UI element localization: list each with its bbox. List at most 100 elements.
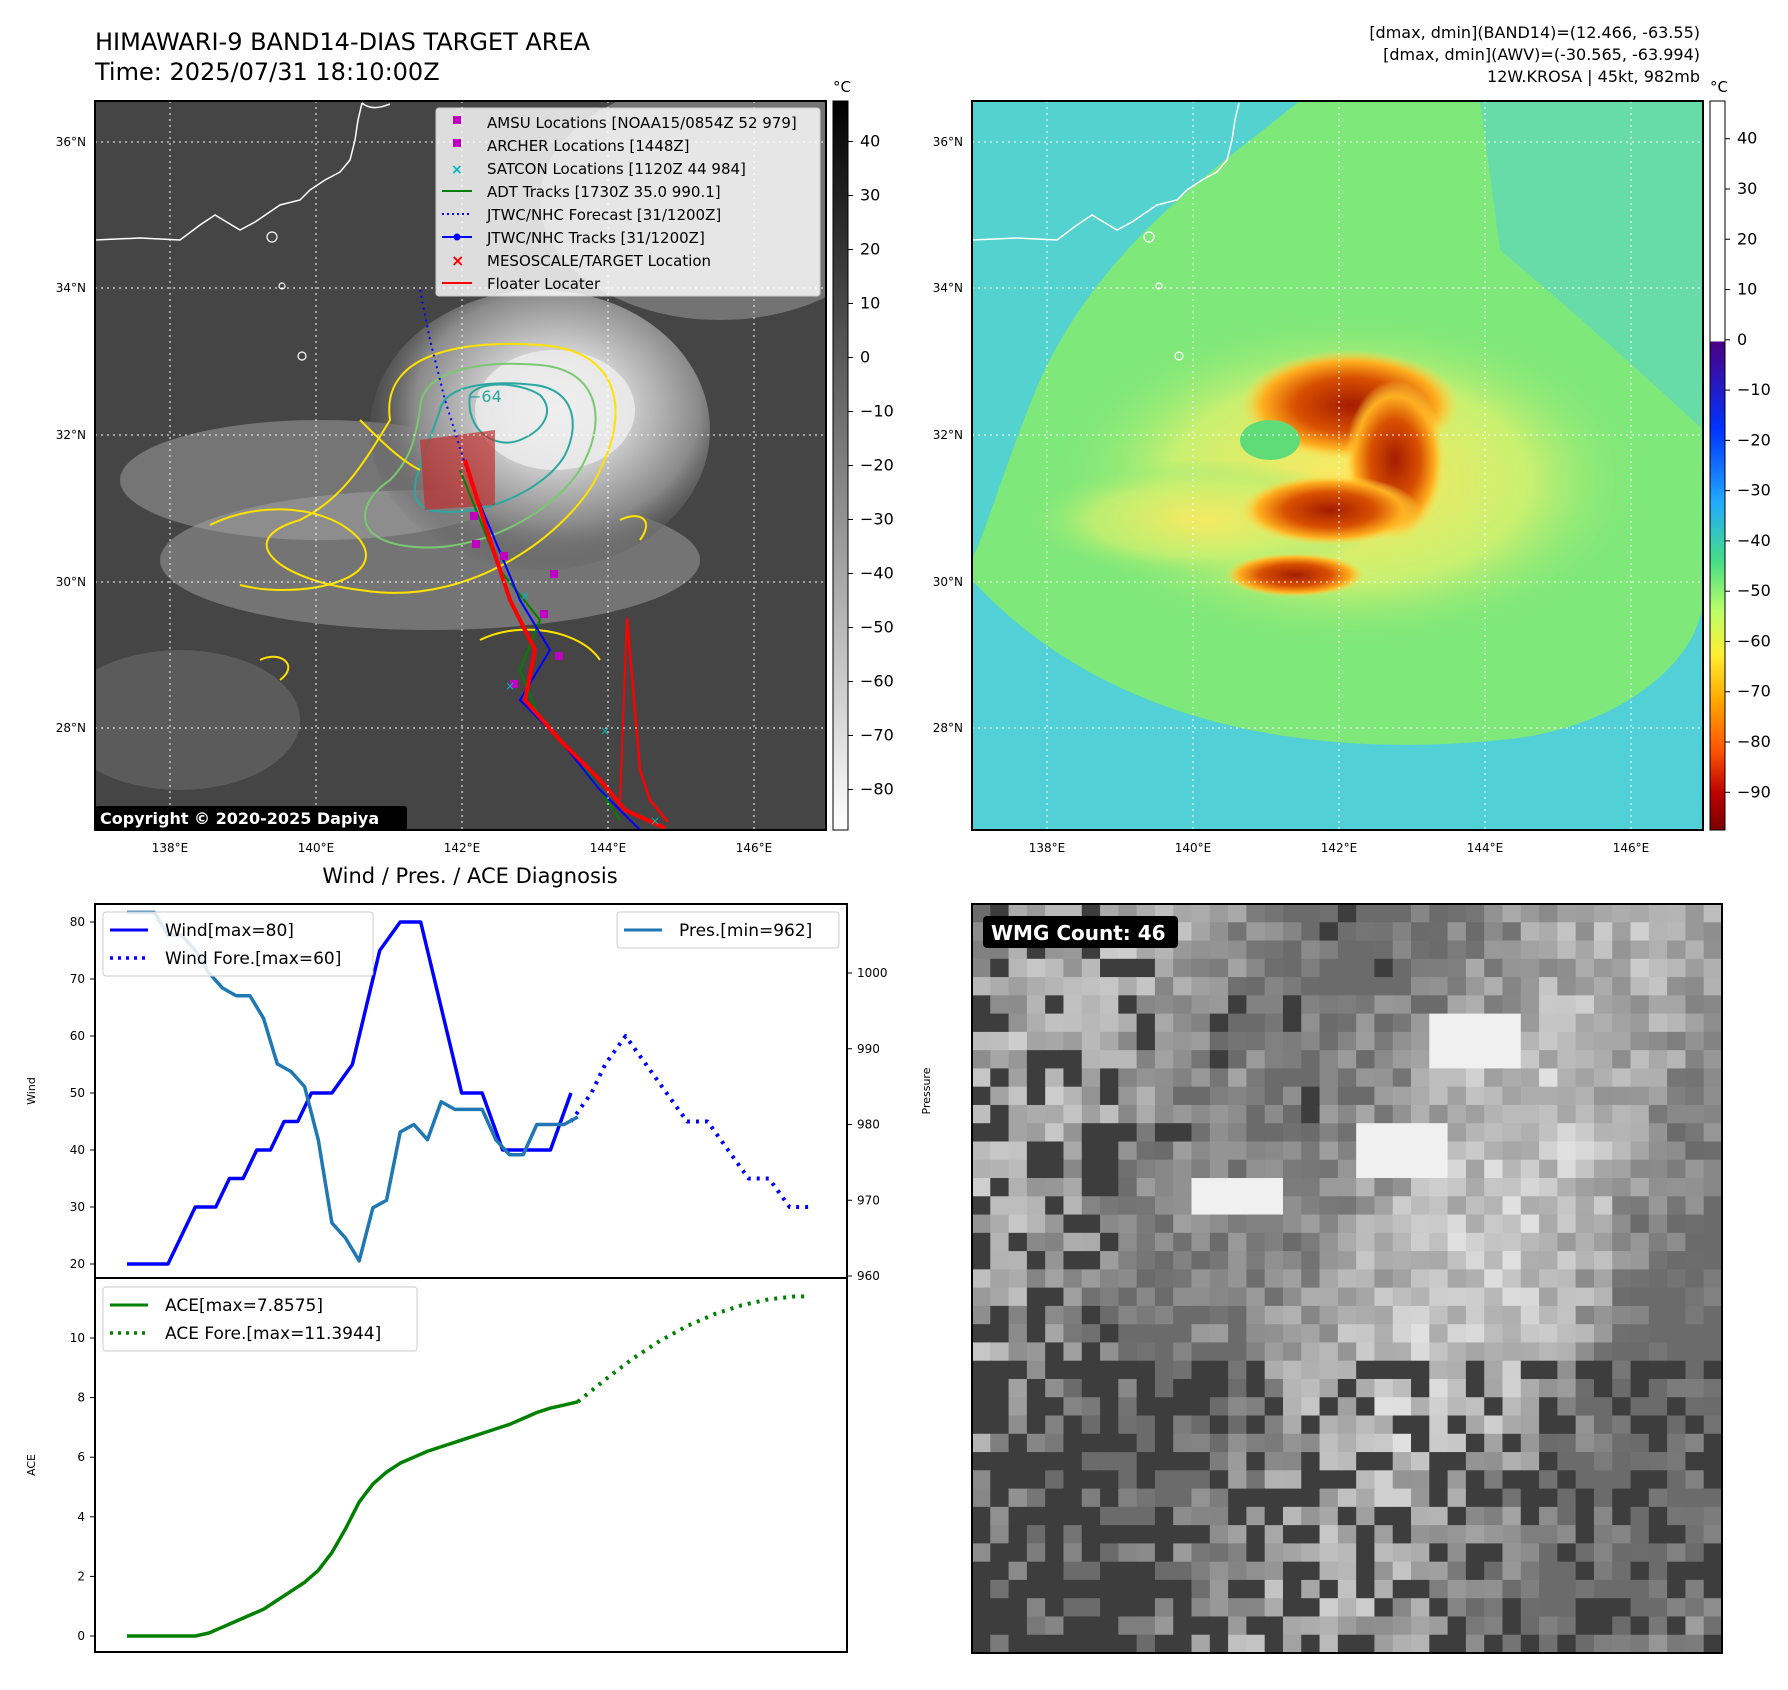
- svg-text:ARCHER Locations [1448Z]: ARCHER Locations [1448Z]: [487, 137, 690, 155]
- awv-lat-labels: 36°N 34°N 32°N 30°N 28°N: [933, 135, 963, 735]
- ir-colorbar-tick-label: −50: [860, 618, 894, 637]
- svg-text:JTWC/NHC Tracks [31/1200Z]: JTWC/NHC Tracks [31/1200Z]: [486, 229, 705, 247]
- contour-teal: [413, 382, 574, 513]
- svg-text:°C: °C: [1710, 78, 1728, 96]
- pressure-ytick-label: 1000: [857, 966, 888, 980]
- awv-colorbar-tick-label: 0: [1737, 330, 1747, 349]
- svg-text:Floater Locater: Floater Locater: [487, 275, 601, 293]
- svg-text:32°N: 32°N: [933, 428, 963, 442]
- series-line-wind-fore-: [569, 1034, 810, 1209]
- ir-colorbar: °C 40 30 20 10 0 −10 −20 −30 −40 −50 −60 −70 −80: [832, 78, 894, 831]
- wind-ylabel: Wind: [25, 1077, 38, 1105]
- wind-ytick-label: 60: [70, 1029, 85, 1043]
- legend-item-amsu: AMSU Locations [NOAA15/0854Z 52 979]: [453, 114, 797, 132]
- ir-colorbar-tick-label: −80: [860, 780, 894, 799]
- wind-legend: Wind[max=80] Wind Fore.[max=60]: [102, 911, 374, 977]
- ir-colorbar-tick-label: −20: [860, 456, 894, 475]
- land-outline: [95, 102, 363, 241]
- svg-text:142°E: 142°E: [1321, 841, 1358, 855]
- storm-info-text: 12W.KROSA | 45kt, 982mb: [1487, 67, 1700, 86]
- contour-label: −64: [468, 387, 502, 406]
- svg-text:Pres.[min=962]: Pres.[min=962]: [679, 921, 812, 941]
- svg-text:146°E: 146°E: [736, 841, 773, 855]
- svg-text:Wind Fore.[max=60]: Wind Fore.[max=60]: [165, 949, 341, 969]
- wind-ytick-label: 70: [70, 972, 85, 986]
- pressure-ylabel: Pressure: [920, 1067, 933, 1114]
- ace-legend: ACE[max=7.8575] ACE Fore.[max=11.3944]: [102, 1286, 418, 1352]
- ir-map-frame: [94, 100, 827, 831]
- wind-ytick-label: 40: [70, 1143, 85, 1157]
- awv-colorbar-tick-label: 10: [1737, 280, 1757, 299]
- svg-text:140°E: 140°E: [1175, 841, 1212, 855]
- wmg-image: [972, 904, 1723, 1654]
- diagnosis-title: Wind / Pres. / ACE Diagnosis: [322, 864, 617, 888]
- awv-colorbar-tick-label: −30: [1737, 481, 1771, 500]
- wind-ytick-label: 30: [70, 1200, 85, 1214]
- satcon-markers: × × × ×: [505, 589, 660, 828]
- pressure-legend: Pres.[min=962]: [616, 911, 840, 949]
- svg-text:28°N: 28°N: [56, 721, 86, 735]
- pressure-ytick-label: 960: [857, 1269, 880, 1283]
- svg-text:°C: °C: [833, 78, 851, 96]
- svg-text:28°N: 28°N: [933, 721, 963, 735]
- svg-text:SATCON Locations [1120Z 44 984: SATCON Locations [1120Z 44 984]: [487, 160, 746, 178]
- svg-text:×: ×: [451, 162, 463, 178]
- svg-text:34°N: 34°N: [56, 281, 86, 295]
- svg-text:Wind[max=80]: Wind[max=80]: [165, 921, 294, 941]
- svg-text:ADT Tracks [1730Z 35.0 990.1]: ADT Tracks [1730Z 35.0 990.1]: [487, 183, 721, 201]
- legend-item-target: × MESOSCALE/TARGET Location: [451, 251, 711, 270]
- legend-item-jtwc-forecast: JTWC/NHC Forecast [31/1200Z]: [442, 206, 721, 224]
- svg-text:36°N: 36°N: [56, 135, 86, 149]
- svg-text:MESOSCALE/TARGET Location: MESOSCALE/TARGET Location: [487, 252, 711, 270]
- ir-colorbar-tick-label: 30: [860, 186, 880, 205]
- pressure-ytick-label: 980: [857, 1118, 880, 1132]
- copyright-text: Copyright © 2020-2025 Dapiya: [100, 809, 379, 828]
- contour-yellow: [265, 342, 617, 594]
- awv-colorbar-tick-label: 30: [1737, 179, 1757, 198]
- ace-ytick-label: 6: [77, 1450, 85, 1464]
- svg-text:144°E: 144°E: [590, 841, 627, 855]
- svg-text:ACE[max=7.8575]: ACE[max=7.8575]: [165, 1296, 323, 1316]
- svg-text:30°N: 30°N: [56, 575, 86, 589]
- svg-text:34°N: 34°N: [933, 281, 963, 295]
- adt-track: [459, 469, 621, 821]
- ir-colorbar-tick-label: −30: [860, 510, 894, 529]
- wmg-count-label: WMG Count: 46: [991, 921, 1166, 945]
- svg-text:142°E: 142°E: [444, 841, 481, 855]
- svg-text:×: ×: [505, 679, 515, 693]
- series-line-pres-: [127, 910, 579, 1263]
- contour-green: [364, 362, 597, 549]
- series-line-wind: [127, 920, 573, 1266]
- series-line-ace: [127, 1400, 579, 1638]
- amsu-markers: [470, 512, 563, 688]
- ir-lat-labels: 36°N 34°N 32°N 30°N 28°N: [56, 135, 86, 735]
- jtwc-track: [469, 479, 641, 830]
- svg-text:×: ×: [451, 251, 464, 270]
- awv-colorbar-tick-label: −40: [1737, 531, 1771, 550]
- ir-colorbar-tick-label: −40: [860, 564, 894, 583]
- svg-text:36°N: 36°N: [933, 135, 963, 149]
- svg-text:×: ×: [600, 724, 610, 738]
- legend-item-archer: ARCHER Locations [1448Z]: [453, 137, 690, 155]
- jtwc-forecast: [419, 289, 471, 481]
- awv-colorbar-tick-label: −80: [1737, 732, 1771, 751]
- svg-text:138°E: 138°E: [152, 841, 189, 855]
- target-track: [463, 459, 666, 830]
- svg-text:140°E: 140°E: [298, 841, 335, 855]
- ir-lon-labels: 138°E 140°E 142°E 144°E 146°E: [152, 841, 773, 855]
- copyright-box: [95, 806, 407, 830]
- legend-item-satcon: × SATCON Locations [1120Z 44 984]: [451, 160, 746, 178]
- figure-time: Time: 2025/07/31 18:10:00Z: [94, 58, 440, 86]
- dmax-band14-text: [dmax, dmin](BAND14)=(12.466, -63.55): [1369, 23, 1700, 42]
- ir-colorbar-tick-label: 40: [860, 132, 880, 151]
- awv-colorbar-tick-label: −60: [1737, 631, 1771, 650]
- svg-text:×: ×: [650, 814, 660, 828]
- legend-item-floater: Floater Locater: [442, 275, 601, 293]
- svg-text:146°E: 146°E: [1613, 841, 1650, 855]
- pressure-ytick-label: 970: [857, 1193, 880, 1207]
- wind-ytick-label: 20: [70, 1257, 85, 1271]
- svg-text:30°N: 30°N: [933, 575, 963, 589]
- map-legend: AMSU Locations [NOAA15/0854Z 52 979] ARC…: [435, 107, 821, 297]
- awv-colorbar: °C 40 30 20 10 0 −10 −20 −30 −40 −50 −60 −70 −80 −90: [1709, 78, 1771, 831]
